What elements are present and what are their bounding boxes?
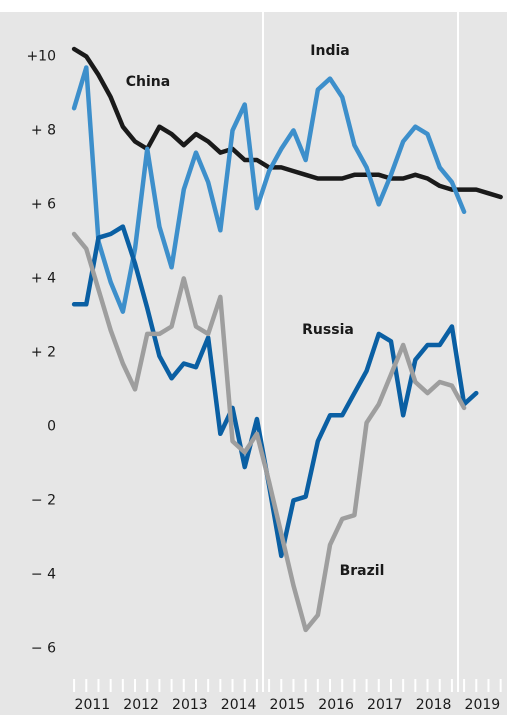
y-tick-label: + 8 xyxy=(31,122,56,138)
x-tick-label: 2015 xyxy=(270,697,306,713)
y-tick-label: +10 xyxy=(26,48,56,64)
y-tick-label: 0 xyxy=(47,418,56,434)
x-tick-label: 2011 xyxy=(75,697,111,713)
label-bg xyxy=(298,41,362,61)
x-tick-label: 2016 xyxy=(318,697,354,713)
x-tick-label: 2017 xyxy=(367,697,403,713)
series-label: Brazil xyxy=(340,563,385,579)
series-label: China xyxy=(126,74,170,90)
label-bg xyxy=(330,561,394,581)
series-line xyxy=(71,65,467,314)
y-tick-label: − 4 xyxy=(31,566,56,582)
x-tick-label: 2013 xyxy=(172,697,208,713)
y-tick-label: − 2 xyxy=(31,492,56,508)
x-tick-label: 2018 xyxy=(416,697,452,713)
y-tick-label: + 6 xyxy=(31,196,56,212)
y-tick-label: − 6 xyxy=(31,640,56,656)
series-label: India xyxy=(310,43,349,59)
x-tick-label: 2014 xyxy=(221,697,257,713)
series-line xyxy=(71,46,503,200)
series-line xyxy=(71,231,467,633)
y-tick-label: + 4 xyxy=(31,270,56,286)
series-label: Russia xyxy=(302,322,354,338)
plot-bg xyxy=(0,12,507,715)
x-tick-label: 2019 xyxy=(465,697,501,713)
y-tick-label: + 2 xyxy=(31,344,56,360)
series-line xyxy=(71,224,479,559)
x-tick-label: 2012 xyxy=(123,697,159,713)
